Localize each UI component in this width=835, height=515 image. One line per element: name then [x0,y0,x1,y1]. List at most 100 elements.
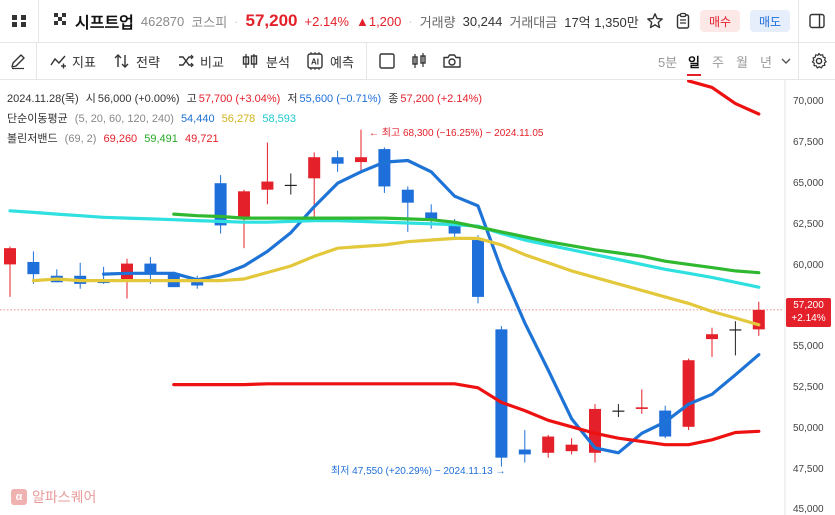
legend-low: 55,600 (−0.71%) [299,93,382,105]
compare-button[interactable]: 비교 [177,43,224,79]
ai-chip-icon: AI [305,51,325,71]
series-line-upper_band [687,80,761,116]
candle-body [378,149,391,187]
buy-button[interactable]: 매수 [700,10,740,32]
y-tick: 52,500 [793,382,824,393]
period-week[interactable]: 주 [712,54,724,70]
clipboard-icon[interactable] [674,0,692,42]
legend-close: 57,200 (+2.14%) [400,93,482,105]
period-dropdown-chevron-icon[interactable] [780,43,792,79]
price-chart[interactable] [0,80,835,515]
amount-label: 거래대금 [509,14,558,30]
draw-pen-icon[interactable] [9,43,27,79]
bb-upper-value: 69,260 [103,133,138,145]
candle-body [144,263,157,274]
bb-legend[interactable]: 볼린저밴드 (69, 2) 69,260 59,491 49,721 [7,130,223,146]
candle-body [331,157,344,164]
arrow-right-icon: → [495,466,506,477]
y-tick: 45,000 [793,504,824,515]
candle-type-button[interactable] [410,43,428,79]
checkbox-toggle[interactable] [378,43,396,79]
legend-high: 57,700 (+3.04%) [198,93,281,105]
candle-body [472,240,484,297]
candle-body [238,191,250,219]
stock-header: 시프트업 462870 코스피 · 57,200 +2.14% ▲1,200 ·… [0,0,835,43]
ma60-value: 58,593 [262,113,297,125]
candle-body [729,329,742,331]
camera-button[interactable] [442,43,462,79]
candle-body [495,329,508,458]
settings-gear-icon[interactable] [810,43,828,79]
period-5min[interactable]: 5분 [658,54,678,70]
last-price-pct: +2.14% [791,313,826,324]
candle-body [706,334,718,340]
change-pct: +2.14% [304,13,349,29]
stock-code: 462870 [140,13,185,29]
series-line-60 [8,209,761,289]
volume-value: 30,244 [462,13,503,29]
ma-legend[interactable]: 단순이동평균 (5, 20, 60, 120, 240) 54,440 56,2… [7,110,300,126]
forecast-button[interactable]: AI 예측 [305,43,354,79]
analysis-icon [242,54,258,68]
candle-body [425,212,438,219]
last-price-value: 57,200 [793,300,824,311]
candle-body [752,309,765,330]
stock-logo-icon [52,11,68,32]
low-annotation: 최저 47,550 (+20.29%) − 2024.11.13 → [331,462,505,477]
legend-high-label: 고 [186,93,197,105]
candle-body [542,436,555,453]
period-day[interactable]: 일 [687,43,701,79]
y-tick: 65,000 [793,178,824,189]
current-price: 57,200 [245,11,298,30]
legend-open: 56,000 (+0.00%) [97,93,180,105]
candle-icon [412,53,426,68]
alphasquare-logo-icon: α [11,489,27,505]
candle-body [401,189,414,203]
alphasquare-logo-text: 알파스퀘어 [32,489,97,505]
series-line-20 [31,236,761,327]
chart-toolbar: 지표 전략 비교 분석 AI 예측 5분 일 주 월 년 [0,43,835,80]
sell-button[interactable]: 매도 [750,10,790,32]
candle-body [612,410,625,412]
candle-body [214,183,227,226]
ma20-value: 56,278 [221,113,256,125]
y-tick: 62,500 [793,219,824,230]
candle-body [4,248,16,265]
sidebar-toggle-icon[interactable] [798,0,835,42]
market-label: 코스피 [191,14,228,30]
legend-close-label: 종 [388,93,399,105]
strategy-button[interactable]: 전략 [113,43,160,79]
bb-middle-value: 59,491 [144,133,178,145]
alphasquare-logo: α 알파스퀘어 [11,487,96,507]
stock-name[interactable]: 시프트업 [75,15,134,32]
ma-label: 단순이동평균 [7,113,68,125]
high-annotation-text: 최고 68,300 (−16.25%) − 2024.11.05 [381,128,544,139]
period-month[interactable]: 월 [736,54,748,70]
candle-body [448,223,461,234]
analysis-button[interactable]: 분석 [241,43,290,79]
indicator-icon [50,55,66,69]
candle-body [518,449,531,455]
period-year[interactable]: 년 [760,54,772,70]
series-line-5 [102,158,761,455]
volume-label: 거래량 [419,14,456,30]
bb-params: (69, 2) [64,133,97,145]
indicator-button[interactable]: 지표 [49,43,96,79]
camera-icon [443,54,461,68]
series-line-bb_lower [172,382,761,447]
ohlc-legend: 2024.11.28(목) 시 56,000 (+0.00%) 고 57,700 (… [7,90,486,106]
star-icon[interactable] [646,0,664,42]
candle-body [308,157,321,179]
ma5-value: 54,440 [180,113,215,125]
square-icon [379,53,395,69]
compare-icon [179,54,194,68]
menu-icon[interactable] [0,0,38,42]
low-annotation-text: 최저 47,550 (+20.29%) − 2024.11.13 [331,466,493,477]
ai-badge: AI [311,58,319,67]
candle-body [27,261,40,275]
analysis-label: 분석 [266,54,290,70]
legend-open-label: 시 [85,93,96,105]
high-annotation: ← 최고 68,300 (−16.25%) − 2024.11.05 [369,124,543,139]
series-line-bb_upper [172,212,761,275]
y-tick: 55,000 [793,341,824,352]
